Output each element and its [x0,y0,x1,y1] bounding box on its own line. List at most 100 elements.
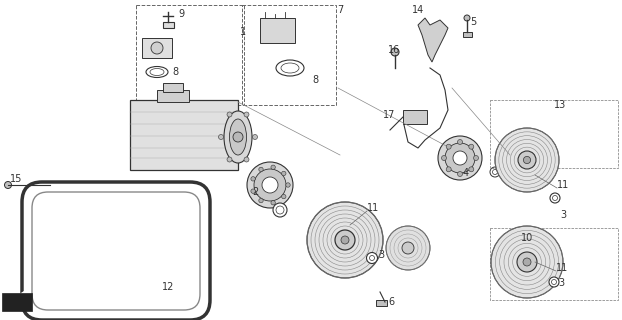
Circle shape [552,196,557,201]
Text: 8: 8 [312,75,318,85]
Circle shape [282,171,286,176]
Bar [130,100,238,170]
Circle shape [469,144,474,149]
Text: 16: 16 [388,45,400,55]
Circle shape [4,181,11,188]
Text: 11: 11 [367,203,379,213]
Ellipse shape [273,203,287,217]
Circle shape [366,252,378,263]
Ellipse shape [335,230,355,250]
Circle shape [473,156,478,161]
Circle shape [244,157,249,162]
Text: 3: 3 [560,210,566,220]
Bar [163,22,174,28]
Circle shape [244,112,249,117]
Circle shape [552,279,557,284]
Circle shape [285,183,290,187]
Circle shape [271,165,276,170]
Ellipse shape [230,119,246,155]
Text: 14: 14 [412,5,424,15]
Ellipse shape [276,206,284,214]
Circle shape [341,236,349,244]
Circle shape [271,201,276,205]
Bar [490,100,618,168]
Text: 4: 4 [275,203,281,213]
Circle shape [458,172,463,177]
Ellipse shape [493,170,498,174]
Bar [463,32,472,37]
Ellipse shape [386,226,430,270]
Ellipse shape [307,202,383,278]
Text: FR.: FR. [5,298,20,308]
Circle shape [282,194,286,199]
Bar [403,110,427,124]
Text: 2: 2 [252,187,258,197]
Circle shape [458,140,463,145]
Ellipse shape [281,63,299,73]
Circle shape [464,15,470,21]
Ellipse shape [254,169,286,201]
Circle shape [259,167,263,172]
Bar [376,300,387,306]
Circle shape [259,198,263,203]
Circle shape [469,167,474,172]
Bar [2,293,32,311]
Ellipse shape [517,252,537,272]
Text: 11: 11 [557,180,569,190]
Text: 11: 11 [556,263,569,273]
Bar [242,5,336,105]
Circle shape [218,134,223,140]
Ellipse shape [402,242,414,254]
Circle shape [446,167,451,172]
Ellipse shape [224,111,252,163]
Text: 6: 6 [388,297,394,307]
Ellipse shape [490,167,500,177]
Ellipse shape [495,128,559,192]
Text: 1: 1 [240,27,246,37]
Circle shape [523,156,531,164]
Circle shape [446,144,451,149]
Circle shape [550,193,560,203]
Bar [260,18,295,43]
Circle shape [453,151,467,165]
Text: 13: 13 [554,100,566,110]
Bar [490,228,618,300]
Text: 15: 15 [10,174,22,184]
Bar [142,38,172,58]
Circle shape [262,177,278,193]
Circle shape [233,132,243,142]
Ellipse shape [518,151,536,169]
Circle shape [253,134,258,140]
Circle shape [442,156,447,161]
Ellipse shape [150,68,164,76]
Text: 8: 8 [172,67,178,77]
Circle shape [391,48,399,56]
Ellipse shape [276,60,304,76]
Ellipse shape [146,67,168,77]
Circle shape [251,189,255,193]
Circle shape [523,258,531,266]
Circle shape [251,177,255,181]
Text: 10: 10 [521,233,533,243]
Circle shape [227,112,232,117]
Bar [136,5,244,105]
Text: 3: 3 [558,278,564,288]
Circle shape [369,255,374,260]
Ellipse shape [445,143,475,173]
Text: 5: 5 [470,17,476,27]
Ellipse shape [491,226,563,298]
Ellipse shape [247,162,293,208]
Polygon shape [418,18,448,62]
Text: 17: 17 [383,110,395,120]
Circle shape [227,157,232,162]
Text: 9: 9 [178,9,184,19]
Circle shape [549,277,559,287]
Ellipse shape [438,136,482,180]
Text: 4: 4 [463,168,469,178]
Text: 7: 7 [337,5,343,15]
Circle shape [151,42,163,54]
Text: 12: 12 [162,282,174,292]
Text: 3: 3 [378,250,384,260]
Bar [157,90,189,102]
Bar [163,83,183,92]
